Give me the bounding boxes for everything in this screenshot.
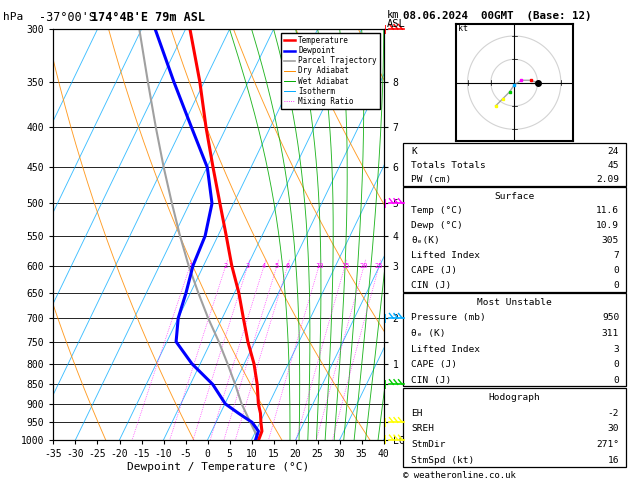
Text: |: | [384,25,387,34]
Text: Surface: Surface [494,191,534,201]
Text: -37°00'S: -37°00'S [39,11,103,24]
Text: 45: 45 [608,161,619,170]
Text: Lifted Index: Lifted Index [411,251,481,260]
Text: 30: 30 [608,424,619,433]
Text: 5: 5 [275,263,279,269]
Text: 25: 25 [375,263,383,269]
Text: CAPE (J): CAPE (J) [411,266,457,275]
Text: Lifted Index: Lifted Index [411,345,481,353]
Text: 4: 4 [262,263,266,269]
Text: 16: 16 [608,456,619,465]
Text: CAPE (J): CAPE (J) [411,360,457,369]
Legend: Temperature, Dewpoint, Parcel Trajectory, Dry Adiabat, Wet Adiabat, Isotherm, Mi: Temperature, Dewpoint, Parcel Trajectory… [281,33,380,109]
Text: 2: 2 [223,263,228,269]
Text: 3: 3 [246,263,250,269]
Text: CIN (J): CIN (J) [411,376,452,384]
Text: |: | [384,199,387,208]
Text: 11.6: 11.6 [596,207,619,215]
Text: Dewp (°C): Dewp (°C) [411,222,463,230]
Text: Totals Totals: Totals Totals [411,161,486,170]
X-axis label: Dewpoint / Temperature (°C): Dewpoint / Temperature (°C) [128,462,309,471]
Text: StmSpd (kt): StmSpd (kt) [411,456,475,465]
Text: km: km [387,10,399,20]
Text: 6: 6 [286,263,290,269]
Text: 0: 0 [613,360,619,369]
Text: 305: 305 [602,236,619,245]
Text: 10.9: 10.9 [596,222,619,230]
Text: StmDir: StmDir [411,440,446,449]
Text: |: | [384,380,387,389]
Text: kt: kt [458,24,468,34]
Text: 2.09: 2.09 [596,175,619,185]
Text: 7: 7 [613,251,619,260]
Text: Hodograph: Hodograph [488,393,540,402]
Text: 0: 0 [613,376,619,384]
Text: 24: 24 [608,147,619,156]
Text: Pressure (mb): Pressure (mb) [411,313,486,322]
Text: 20: 20 [360,263,368,269]
Text: ASL: ASL [387,19,406,30]
Text: K: K [411,147,417,156]
Text: hPa: hPa [3,12,23,22]
Text: |: | [384,435,387,444]
Text: θₑ (K): θₑ (K) [411,329,446,338]
Text: 3: 3 [613,345,619,353]
Text: 0: 0 [613,266,619,275]
Text: θₑ(K): θₑ(K) [411,236,440,245]
Text: CIN (J): CIN (J) [411,281,452,290]
Text: 08.06.2024  00GMT  (Base: 12): 08.06.2024 00GMT (Base: 12) [403,11,591,21]
Text: Temp (°C): Temp (°C) [411,207,463,215]
Text: © weatheronline.co.uk: © weatheronline.co.uk [403,471,515,480]
Text: EH: EH [411,409,423,417]
Text: |: | [384,313,387,323]
Text: 311: 311 [602,329,619,338]
Text: 174°4B'E 79m ASL: 174°4B'E 79m ASL [91,11,205,24]
Text: Most Unstable: Most Unstable [477,298,552,307]
Text: 1: 1 [188,263,192,269]
Text: 10: 10 [314,263,323,269]
Text: 271°: 271° [596,440,619,449]
Text: SREH: SREH [411,424,435,433]
Text: 950: 950 [602,313,619,322]
Y-axis label: Mixing Ratio (g/kg): Mixing Ratio (g/kg) [413,183,422,286]
Text: -2: -2 [608,409,619,417]
Text: PW (cm): PW (cm) [411,175,452,185]
Text: 15: 15 [341,263,349,269]
Text: |: | [384,418,387,427]
Text: 0: 0 [613,281,619,290]
